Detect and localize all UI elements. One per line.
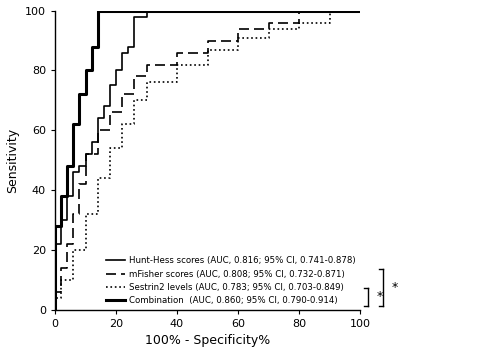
Text: *: * <box>392 281 398 294</box>
X-axis label: 100% - Specificity%: 100% - Specificity% <box>145 334 270 347</box>
Y-axis label: Sensitivity: Sensitivity <box>6 128 20 193</box>
Text: *: * <box>376 290 383 303</box>
Legend: Hunt-Hess scores (AUC, 0.816; 95% CI, 0.741-0.878), mFisher scores (AUC, 0.808; : Hunt-Hess scores (AUC, 0.816; 95% CI, 0.… <box>106 256 356 305</box>
